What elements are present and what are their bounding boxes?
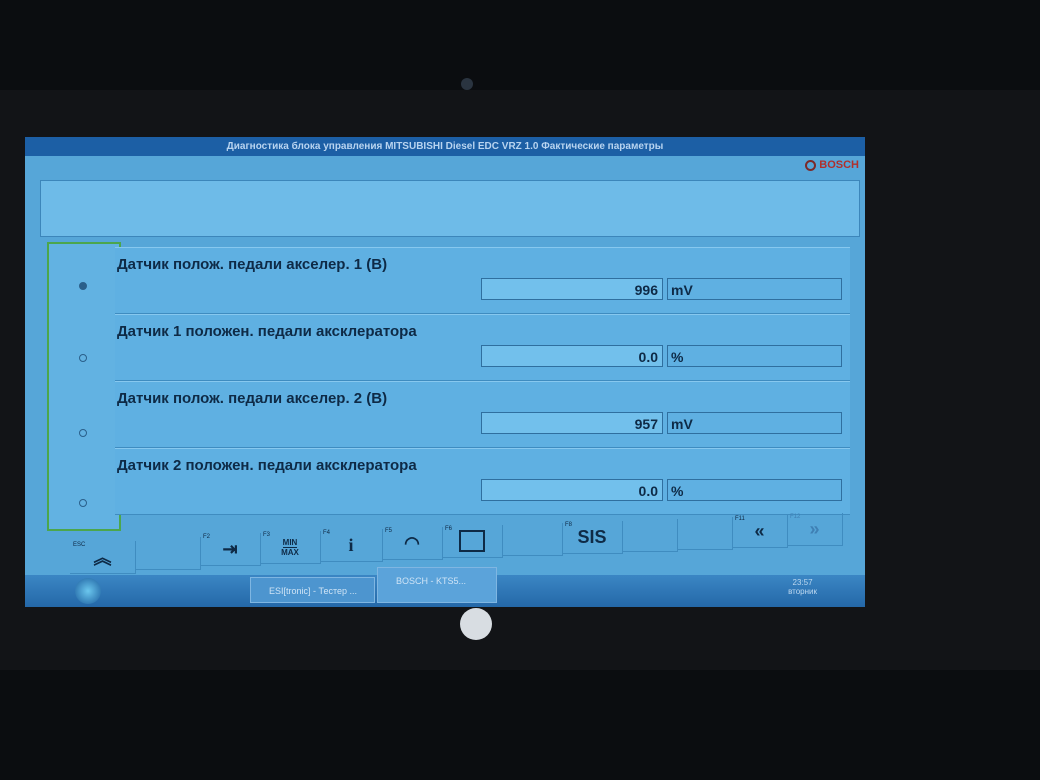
- parameter-value: 957: [481, 412, 663, 434]
- sis-label: SIS: [577, 526, 607, 547]
- parameter-unit: mV: [667, 412, 842, 434]
- f4-info-button[interactable]: F4 i: [320, 529, 383, 562]
- parameter-value: 0.0: [481, 479, 663, 501]
- f3-minmax-button[interactable]: F3 MIN MAX: [260, 531, 321, 564]
- parameter-label: Датчик 1 положен. педали аксклератора: [117, 323, 417, 340]
- selection-panel: [47, 242, 121, 531]
- parameter-unit: %: [667, 345, 842, 367]
- parameter-value: 0.0: [481, 345, 663, 367]
- key-label: F2: [203, 534, 211, 540]
- f10-button[interactable]: [677, 517, 733, 550]
- parameter-value: 996: [481, 278, 663, 300]
- parameter-unit: %: [667, 479, 842, 501]
- system-clock[interactable]: 23:57 вторник: [788, 578, 817, 596]
- brand-text: BOSCH: [819, 159, 859, 171]
- screen: Диагностика блока управления MITSUBISHI …: [25, 137, 865, 607]
- min-label: MIN: [282, 537, 298, 548]
- info-panel: [40, 180, 860, 237]
- taskbar-item[interactable]: ESI[tronic] - Тестер ...: [250, 577, 375, 603]
- f12-forward-button[interactable]: F12 »: [787, 513, 843, 546]
- parameter-unit: mV: [667, 278, 842, 300]
- key-label: F11: [735, 516, 745, 522]
- radio-row-2[interactable]: [79, 354, 87, 362]
- parameter-row[interactable]: Датчик 1 положен. педали аксклератора 0.…: [115, 314, 850, 381]
- key-label: F12: [790, 514, 801, 520]
- key-label: ESC: [73, 542, 86, 548]
- f1-button[interactable]: [135, 537, 201, 570]
- parameter-label: Датчик полож. педали акселер. 2 (В): [117, 390, 388, 407]
- clock-time: 23:57: [792, 578, 813, 587]
- window-title: Диагностика блока управления MITSUBISHI …: [25, 137, 865, 156]
- taskbar-item-active[interactable]: BOSCH - KTS5...: [377, 567, 497, 603]
- radio-row-3[interactable]: [79, 429, 87, 437]
- parameter-label: Датчик полож. педали акселер. 1 (В): [117, 256, 388, 273]
- f7-button[interactable]: [502, 523, 563, 556]
- radio-row-4[interactable]: [79, 499, 87, 507]
- clock-day: вторник: [788, 587, 817, 596]
- info-icon: i: [348, 534, 354, 555]
- parameter-row[interactable]: Датчик полож. педали акселер. 2 (В) 957 …: [115, 381, 850, 448]
- taskbar-item-label: BOSCH - KTS5...: [396, 576, 467, 586]
- parameter-label: Датчик 2 положен. педали аксклератора: [117, 457, 417, 474]
- taskbar-item-label: ESI[tronic] - Тестер ...: [269, 586, 358, 596]
- key-label: F5: [385, 528, 393, 534]
- double-chevron-left-icon: «: [754, 520, 765, 541]
- max-label: MAX: [281, 547, 299, 557]
- f9-button[interactable]: [622, 519, 678, 552]
- f5-gauge-button[interactable]: F5 ◠: [382, 527, 443, 560]
- start-button[interactable]: [75, 578, 101, 604]
- function-key-bar: ESC ︽ F2 ⇥ F3 MIN MAX F4 i F5 ◠ F6 F8 SIS F11 « …: [25, 509, 865, 575]
- f6-graph-button[interactable]: F6: [442, 525, 503, 558]
- f8-sis-button[interactable]: F8 SIS: [562, 521, 623, 554]
- double-chevron-right-icon: »: [809, 518, 820, 539]
- f11-back-button[interactable]: F11 «: [732, 515, 788, 548]
- parameter-row[interactable]: Датчик 2 положен. педали аксклератора 0.…: [115, 448, 850, 515]
- hp-logo: [460, 608, 492, 640]
- windows-taskbar: ESI[tronic] - Тестер ... BOSCH - KTS5...…: [25, 567, 865, 607]
- esc-button[interactable]: ESC ︽: [70, 541, 136, 574]
- enter-arrow-icon: ⇥: [222, 538, 238, 559]
- parameter-list: Датчик полож. педали акселер. 1 (В) 996 …: [115, 247, 850, 515]
- graph-icon: [459, 530, 485, 552]
- radio-row-1[interactable]: [79, 282, 87, 290]
- bosch-ring-icon: [805, 159, 817, 171]
- parameter-row[interactable]: Датчик полож. педали акселер. 1 (В) 996 …: [115, 247, 850, 314]
- key-label: F3: [263, 532, 271, 538]
- bosch-logo: BOSCH: [805, 159, 859, 171]
- f2-button[interactable]: F2 ⇥: [200, 533, 261, 566]
- webcam: [461, 78, 473, 90]
- gauge-icon: ◠: [404, 532, 420, 553]
- key-label: F6: [445, 526, 453, 532]
- key-label: F4: [323, 530, 331, 536]
- key-label: F8: [565, 522, 573, 528]
- double-chevron-up-icon: ︽: [93, 548, 112, 568]
